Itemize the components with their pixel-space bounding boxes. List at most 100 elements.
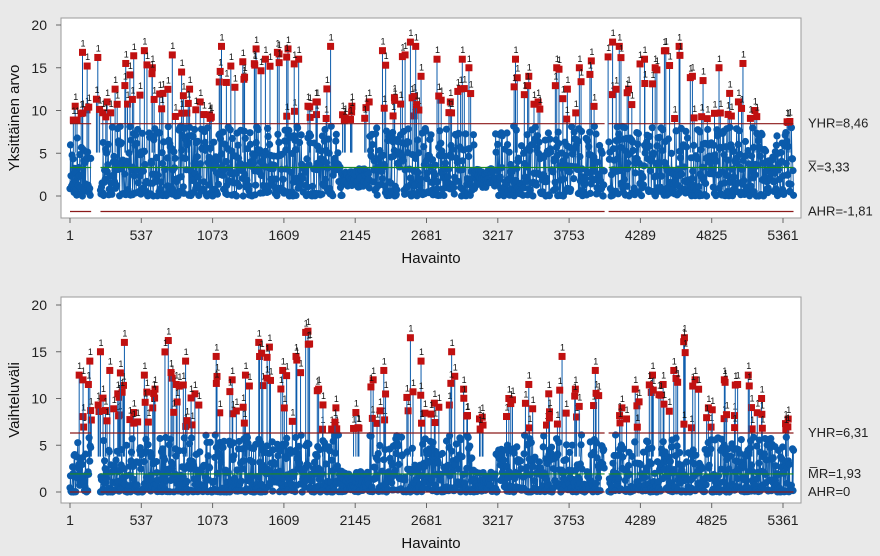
data-point	[739, 461, 747, 470]
out-of-control-label: 1	[478, 415, 483, 425]
out-of-control-point	[229, 410, 237, 418]
data-point	[273, 440, 281, 448]
data-point	[100, 437, 108, 445]
out-of-control-label: 1	[573, 375, 578, 385]
out-of-control-label: 1	[126, 90, 131, 100]
data-point	[301, 168, 309, 176]
data-point	[133, 166, 141, 174]
data-point	[158, 149, 166, 157]
out-of-control-label: 1	[315, 88, 320, 98]
data-point	[570, 175, 578, 183]
data-point	[600, 446, 608, 454]
out-of-control-point	[215, 78, 223, 86]
out-of-control-label: 1	[577, 54, 582, 64]
out-of-control-label: 1	[620, 394, 625, 404]
out-of-control-point	[753, 409, 761, 417]
out-of-control-label: 1	[512, 73, 517, 83]
data-point	[303, 155, 311, 163]
out-of-control-label: 1	[722, 366, 727, 376]
data-point	[434, 459, 442, 467]
out-of-control-point	[313, 111, 321, 119]
data-point	[321, 125, 329, 134]
out-of-control-point	[332, 404, 340, 412]
out-of-control-point	[674, 378, 682, 386]
out-of-control-point	[171, 112, 179, 120]
data-point	[547, 148, 555, 156]
out-of-control-point	[545, 414, 553, 422]
out-of-control-label: 1	[259, 57, 264, 67]
data-point	[141, 160, 149, 169]
data-point	[567, 185, 575, 193]
out-of-control-label: 1	[87, 93, 92, 103]
out-of-control-label: 1	[420, 409, 425, 419]
out-of-control-point	[445, 109, 453, 117]
out-of-control-point	[168, 374, 176, 382]
out-of-control-label: 1	[260, 339, 265, 349]
out-of-control-label: 1	[363, 104, 368, 114]
out-of-control-point	[212, 352, 220, 360]
out-of-control-label: 1	[467, 54, 472, 64]
data-point	[619, 453, 627, 461]
out-of-control-point	[747, 404, 755, 412]
data-point	[728, 440, 736, 448]
out-of-control-label: 1	[459, 75, 464, 85]
data-point	[193, 153, 201, 161]
data-point	[181, 154, 189, 162]
out-of-control-point	[302, 328, 310, 336]
out-of-control-label: 1	[740, 94, 745, 104]
out-of-control-label: 1	[693, 366, 698, 376]
data-point	[363, 468, 371, 476]
out-of-control-label: 1	[132, 399, 137, 409]
out-of-control-label: 1	[208, 104, 213, 114]
out-of-control-point	[758, 424, 766, 432]
out-of-control-label: 1	[101, 384, 106, 394]
data-point	[468, 454, 476, 462]
data-point	[455, 130, 463, 138]
data-point	[724, 156, 732, 164]
out-of-control-point	[744, 371, 752, 379]
out-of-control-label: 1	[627, 75, 632, 85]
out-of-control-label: 1	[117, 383, 122, 393]
data-point	[201, 138, 209, 146]
out-of-control-point	[151, 394, 159, 402]
data-point	[440, 152, 448, 160]
out-of-control-point	[187, 394, 195, 402]
out-of-control-label: 1	[635, 392, 640, 402]
data-point	[562, 456, 570, 464]
out-of-control-point	[290, 60, 298, 68]
data-point	[256, 146, 264, 154]
data-point	[380, 456, 388, 464]
out-of-control-point	[686, 74, 694, 82]
out-of-control-point	[355, 424, 363, 432]
data-point	[440, 191, 448, 199]
data-point	[338, 191, 346, 199]
data-point	[492, 148, 500, 156]
out-of-control-point	[786, 118, 794, 126]
data-point	[652, 172, 661, 180]
out-of-control-label: 1	[341, 101, 346, 111]
out-of-control-label: 1	[683, 339, 688, 349]
out-of-control-label: 1	[188, 75, 193, 85]
out-of-control-point	[140, 371, 148, 379]
data-point	[629, 146, 637, 155]
out-of-control-point	[251, 61, 259, 69]
out-of-control-point	[703, 115, 711, 123]
out-of-control-point	[553, 420, 561, 428]
data-point	[764, 184, 772, 192]
data-point	[656, 133, 664, 141]
data-point	[721, 179, 729, 187]
data-point	[566, 168, 574, 176]
data-point	[305, 440, 313, 448]
out-of-control-point	[433, 55, 441, 63]
out-of-control-point	[111, 85, 119, 93]
data-point	[235, 182, 243, 190]
out-of-control-point	[158, 105, 166, 113]
data-point	[210, 477, 218, 485]
out-of-control-label: 1	[356, 414, 361, 424]
data-point	[406, 174, 414, 182]
data-point	[600, 167, 608, 175]
out-of-control-label: 1	[477, 405, 482, 415]
out-of-control-point	[130, 419, 138, 427]
out-of-control-label: 1	[160, 95, 165, 105]
